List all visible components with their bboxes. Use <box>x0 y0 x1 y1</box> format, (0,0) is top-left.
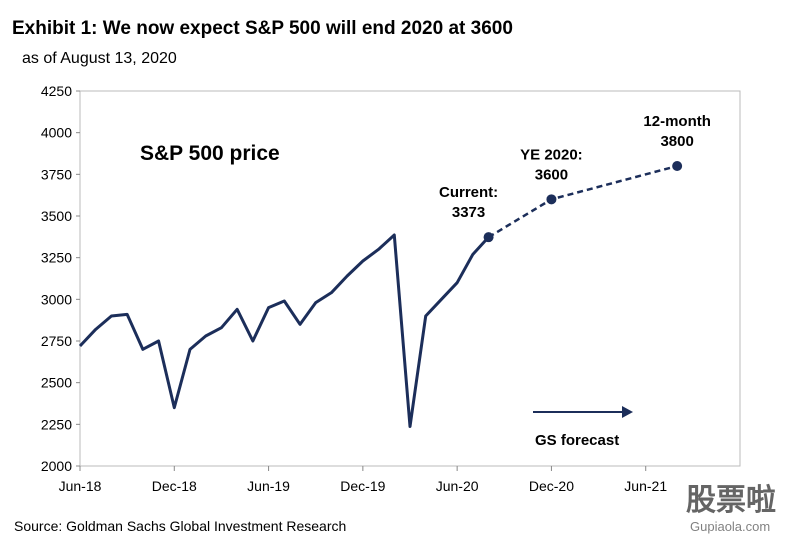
y-tick-label: 2250 <box>41 416 72 432</box>
y-tick-label: 4250 <box>41 83 72 99</box>
y-tick-label: 3000 <box>41 291 72 307</box>
watermark: 股票啦 <box>686 483 776 517</box>
x-tick-label: Dec-19 <box>340 478 385 494</box>
annotation: YE 2020: <box>520 146 583 163</box>
y-tick-label: 2000 <box>41 458 72 474</box>
value-label: 3600 <box>535 166 568 183</box>
point <box>483 232 494 243</box>
y-tick-label: 2750 <box>41 333 72 349</box>
y-tick-label: 3250 <box>41 250 72 266</box>
line <box>78 233 490 428</box>
value-label: 3800 <box>660 133 693 150</box>
point <box>672 161 683 171</box>
y-tick-label: 4000 <box>41 125 72 141</box>
annotation: 12-month <box>643 113 711 130</box>
forecast-arrow-head <box>622 406 633 418</box>
x-tick-label: Jun-20 <box>436 478 479 494</box>
y-tick-label: 3750 <box>41 166 72 182</box>
line <box>487 164 678 239</box>
plot-frame <box>79 90 741 467</box>
watermark: Gupiaola.com <box>690 519 770 534</box>
chart-subtitle: as of August 13, 2020 <box>22 50 177 67</box>
source: Source: Goldman Sachs Global Investment … <box>14 518 346 534</box>
series-label: S&P 500 price <box>140 142 280 165</box>
point <box>546 194 557 205</box>
chart-title: Exhibit 1: We now expect S&P 500 will en… <box>12 18 513 39</box>
x-tick-label: Dec-18 <box>152 478 197 494</box>
y-tick-label: 3500 <box>41 208 72 224</box>
value-label: 3373 <box>452 204 485 221</box>
y-tick-label: 2500 <box>41 375 72 391</box>
annotation: Current: <box>439 184 498 201</box>
x-tick-label: Jun-19 <box>247 478 290 494</box>
x-tick-label: Jun-18 <box>59 478 102 494</box>
forecast-label: GS forecast <box>535 432 619 449</box>
x-tick-label: Jun-21 <box>624 478 667 494</box>
x-tick-label: Dec-20 <box>529 478 574 494</box>
